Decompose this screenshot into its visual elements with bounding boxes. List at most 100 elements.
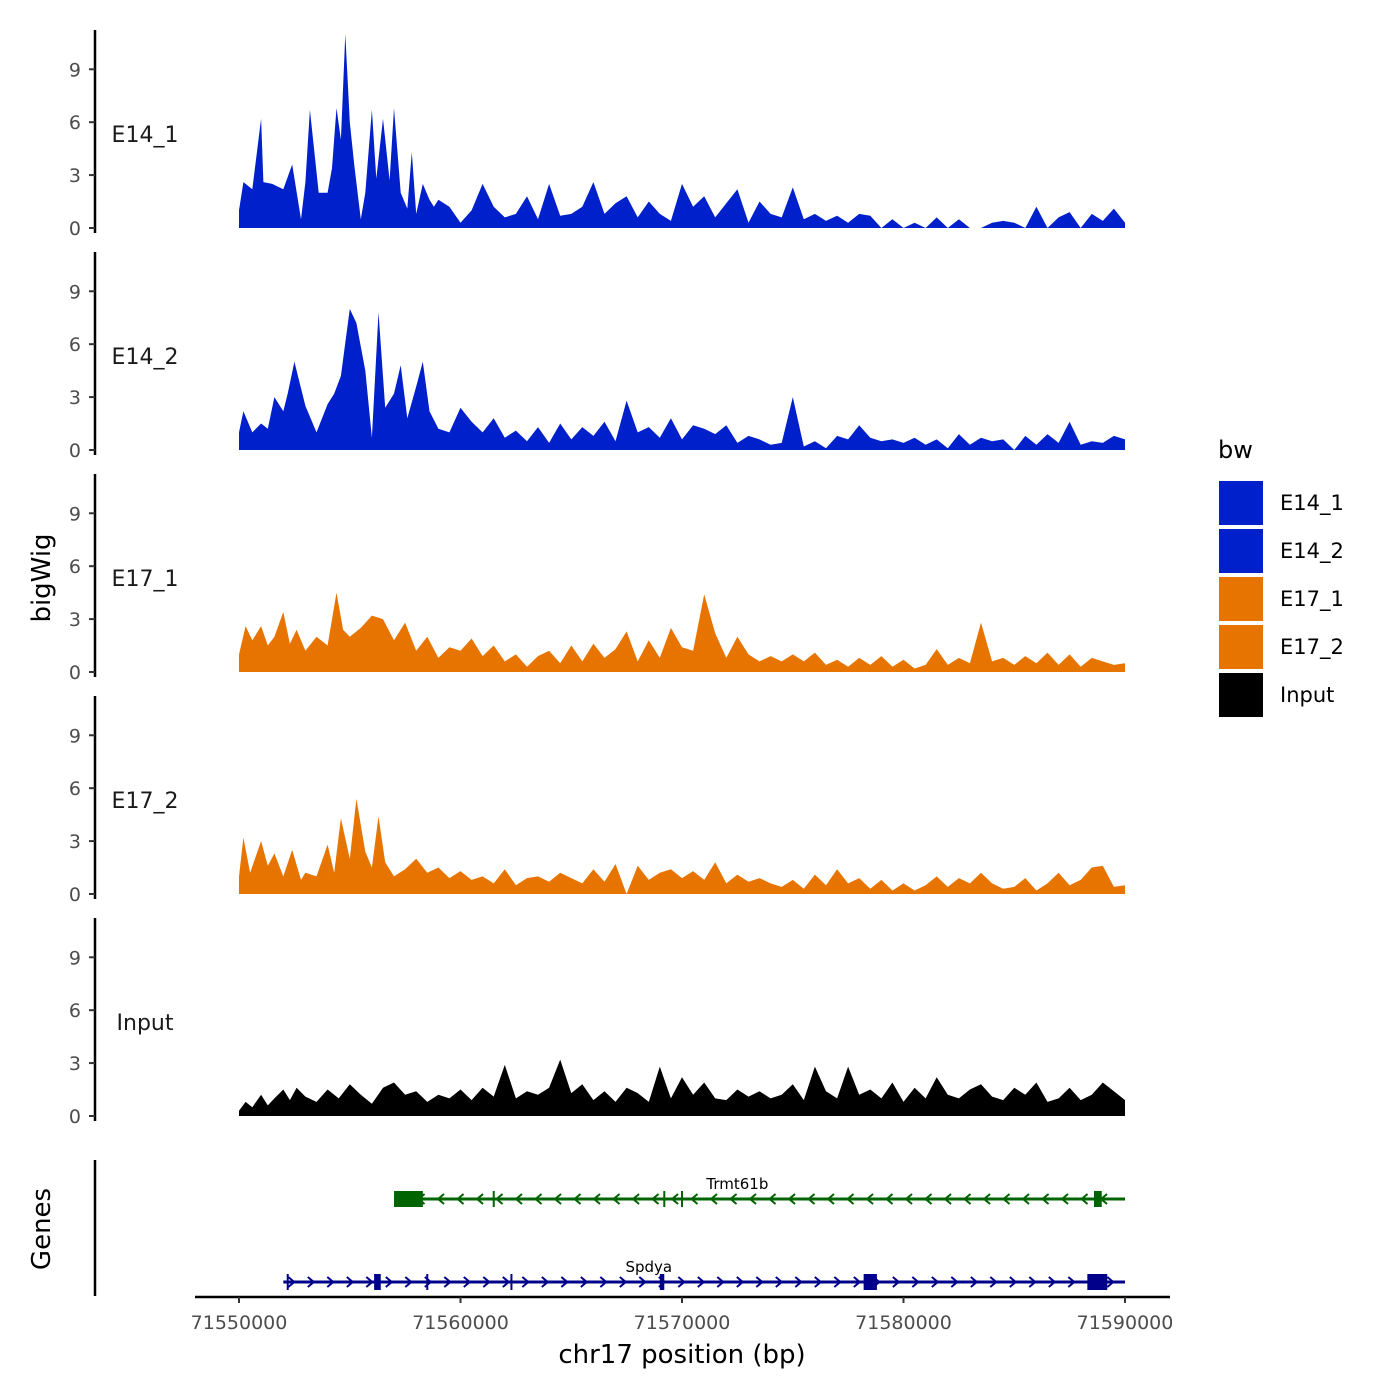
strand-chevron bbox=[767, 1193, 777, 1205]
strand-chevron bbox=[1106, 1276, 1115, 1288]
strand-chevron bbox=[1060, 1193, 1069, 1205]
track-label: Input bbox=[117, 1011, 174, 1036]
legend-label: E14_2 bbox=[1280, 539, 1344, 564]
x-tick-label: 71580000 bbox=[855, 1312, 952, 1334]
strand-chevron bbox=[814, 1276, 823, 1288]
strand-chevron bbox=[553, 1193, 562, 1205]
strand-chevron bbox=[1021, 1193, 1030, 1205]
strand-chevron bbox=[1048, 1276, 1057, 1288]
y-tick-label: 0 bbox=[69, 884, 81, 906]
y-tick-label: 0 bbox=[69, 1106, 81, 1128]
strand-chevron bbox=[787, 1193, 796, 1205]
coverage-area-E14_1 bbox=[239, 34, 1125, 228]
tracks-area: 0 3 6 9 E14_1 0 3 6 9 E14_2 0 3 6 9 E17_1 0 3 6 9 E17_2 0 3 6 9… bbox=[69, 30, 1125, 1128]
y-tick-label: 9 bbox=[69, 947, 81, 969]
gene-exon bbox=[659, 1274, 665, 1290]
track-E17_1: 0 3 6 9 E17_1 bbox=[69, 474, 1125, 684]
legend-swatch bbox=[1219, 625, 1263, 669]
x-tick-label: 71570000 bbox=[634, 1312, 731, 1334]
strand-chevron bbox=[904, 1193, 913, 1205]
x-axis-title: chr17 position (bp) bbox=[558, 1340, 805, 1370]
strand-chevron bbox=[892, 1276, 901, 1288]
strand-chevron bbox=[404, 1276, 413, 1288]
strand-chevron bbox=[502, 1276, 511, 1288]
x-tick-label: 71550000 bbox=[191, 1312, 288, 1334]
track-Input: 0 3 6 9 Input bbox=[69, 918, 1125, 1128]
coverage-area-E17_2 bbox=[239, 798, 1125, 894]
strand-chevron bbox=[755, 1276, 764, 1288]
strand-chevron bbox=[494, 1193, 504, 1205]
strand-chevron bbox=[463, 1276, 472, 1288]
coverage-area-E17_1 bbox=[239, 592, 1125, 672]
strand-chevron bbox=[1067, 1276, 1076, 1288]
strand-chevron bbox=[931, 1276, 940, 1288]
strand-chevron bbox=[1028, 1276, 1037, 1288]
strand-chevron bbox=[775, 1276, 784, 1288]
strand-chevron bbox=[826, 1193, 835, 1205]
strand-chevron bbox=[592, 1193, 601, 1205]
track-E14_1: 0 3 6 9 E14_1 bbox=[69, 30, 1125, 240]
strand-chevron bbox=[833, 1276, 842, 1288]
legend-swatch bbox=[1219, 529, 1263, 573]
strand-chevron bbox=[1001, 1193, 1011, 1205]
strand-chevron bbox=[865, 1193, 874, 1205]
legend-item-E14_1: E14_1 bbox=[1219, 481, 1344, 525]
strand-chevron bbox=[670, 1193, 679, 1205]
y-tick-label: 3 bbox=[69, 609, 81, 631]
legend-item-E17_1: E17_1 bbox=[1219, 577, 1344, 621]
track-label: E17_2 bbox=[112, 789, 179, 814]
gene-Trmt61b: Trmt61b bbox=[394, 1175, 1125, 1207]
track-label: E17_1 bbox=[112, 567, 179, 592]
strand-chevron bbox=[697, 1276, 706, 1288]
legend-item-E17_2: E17_2 bbox=[1219, 625, 1344, 669]
x-axis: 71550000 71560000 71570000 71580000 71590000 bbox=[191, 1295, 1173, 1334]
strand-chevron bbox=[475, 1193, 484, 1205]
strand-chevron bbox=[326, 1276, 335, 1288]
strand-chevron bbox=[689, 1193, 699, 1205]
y-tick-label: 0 bbox=[69, 218, 81, 240]
y-tick-label: 0 bbox=[69, 662, 81, 684]
strand-chevron bbox=[943, 1193, 952, 1205]
gene-label-Trmt61b: Trmt61b bbox=[705, 1175, 768, 1193]
strand-chevron bbox=[482, 1276, 491, 1288]
strand-chevron bbox=[436, 1193, 445, 1205]
strand-chevron bbox=[806, 1193, 816, 1205]
strand-chevron bbox=[514, 1193, 523, 1205]
track-E17_2: 0 3 6 9 E17_2 bbox=[69, 696, 1125, 906]
strand-chevron bbox=[1079, 1193, 1089, 1205]
strand-chevron bbox=[619, 1276, 628, 1288]
strand-chevron bbox=[970, 1276, 979, 1288]
strand-chevron bbox=[709, 1193, 718, 1205]
strand-chevron bbox=[307, 1276, 316, 1288]
strand-chevron bbox=[346, 1276, 355, 1288]
y-tick-label: 9 bbox=[69, 59, 81, 81]
legend-item-E14_2: E14_2 bbox=[1219, 529, 1344, 573]
y-tick-label: 6 bbox=[69, 1000, 81, 1022]
legend-label: E17_2 bbox=[1280, 635, 1344, 660]
x-tick-label: 71560000 bbox=[412, 1312, 509, 1334]
gene-exon bbox=[863, 1274, 877, 1290]
strand-chevron bbox=[716, 1276, 725, 1288]
genes-axis-title: Genes bbox=[27, 1188, 57, 1270]
strand-chevron bbox=[1040, 1193, 1050, 1205]
strand-chevron bbox=[736, 1276, 745, 1288]
strand-chevron bbox=[845, 1193, 855, 1205]
strand-chevron bbox=[982, 1193, 991, 1205]
gene-exon bbox=[394, 1191, 423, 1207]
legend: bw E14_1 E14_2 E17_1 E17_2 Input bbox=[1218, 436, 1344, 717]
gene-exon bbox=[374, 1274, 381, 1290]
y-tick-label: 9 bbox=[69, 503, 81, 525]
strand-chevron bbox=[794, 1276, 803, 1288]
strand-chevron bbox=[631, 1193, 640, 1205]
strand-chevron bbox=[748, 1193, 757, 1205]
y-tick-label: 0 bbox=[69, 440, 81, 462]
strand-chevron bbox=[521, 1276, 530, 1288]
legend-item-Input: Input bbox=[1219, 673, 1334, 717]
strand-chevron bbox=[884, 1193, 894, 1205]
strand-chevron bbox=[385, 1276, 394, 1288]
gene-Spdya: Spdya bbox=[283, 1258, 1125, 1290]
strand-chevron bbox=[533, 1193, 543, 1205]
strand-chevron bbox=[580, 1276, 589, 1288]
gene-exon bbox=[1087, 1274, 1108, 1290]
